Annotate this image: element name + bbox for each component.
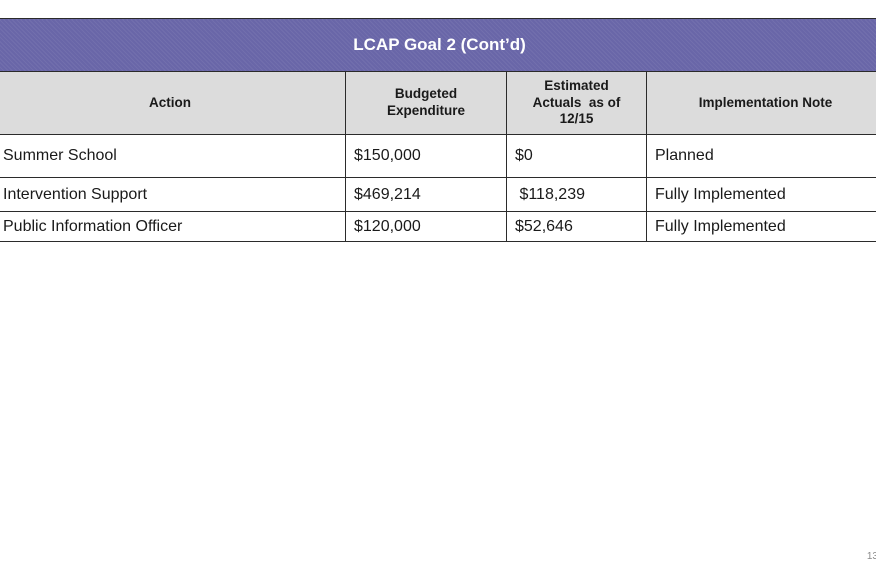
cell-budgeted: $150,000 <box>345 134 507 178</box>
cell-note: Fully Implemented <box>645 177 876 212</box>
table-row: Intervention Support $469,214 $118,239 F… <box>0 177 876 212</box>
table-header-row: Action Budgeted Expenditure Estimated Actu… <box>0 71 876 135</box>
cell-estimated: $52,646 <box>506 211 647 242</box>
table-row: Summer School $150,000 $0 Planned <box>0 134 876 178</box>
cell-budgeted: $469,214 <box>345 177 507 212</box>
cell-action: Intervention Support <box>0 177 346 212</box>
cell-note: Fully Implemented <box>645 211 876 242</box>
lcap-goal-table: LCAP Goal 2 (Cont’d) Action Budgeted Expe… <box>0 18 876 242</box>
table-row: Public Information Officer $120,000 $52,… <box>0 211 876 242</box>
cell-estimated: $118,239 <box>506 177 647 212</box>
cell-action: Public Information Officer <box>0 211 346 242</box>
cell-note: Planned <box>645 134 876 178</box>
page-number: 13 <box>866 551 876 562</box>
header-action: Action <box>0 71 346 135</box>
header-implementation-note: Implementation Note <box>645 71 876 135</box>
header-estimated-actuals: Estimated Actuals as of 12/15 <box>506 71 647 135</box>
cell-action: Summer School <box>0 134 346 178</box>
slide-title: LCAP Goal 2 (Cont’d) <box>0 18 876 72</box>
cell-budgeted: $120,000 <box>345 211 507 242</box>
cell-estimated: $0 <box>506 134 647 178</box>
header-budgeted-expenditure: Budgeted Expenditure <box>345 71 507 135</box>
